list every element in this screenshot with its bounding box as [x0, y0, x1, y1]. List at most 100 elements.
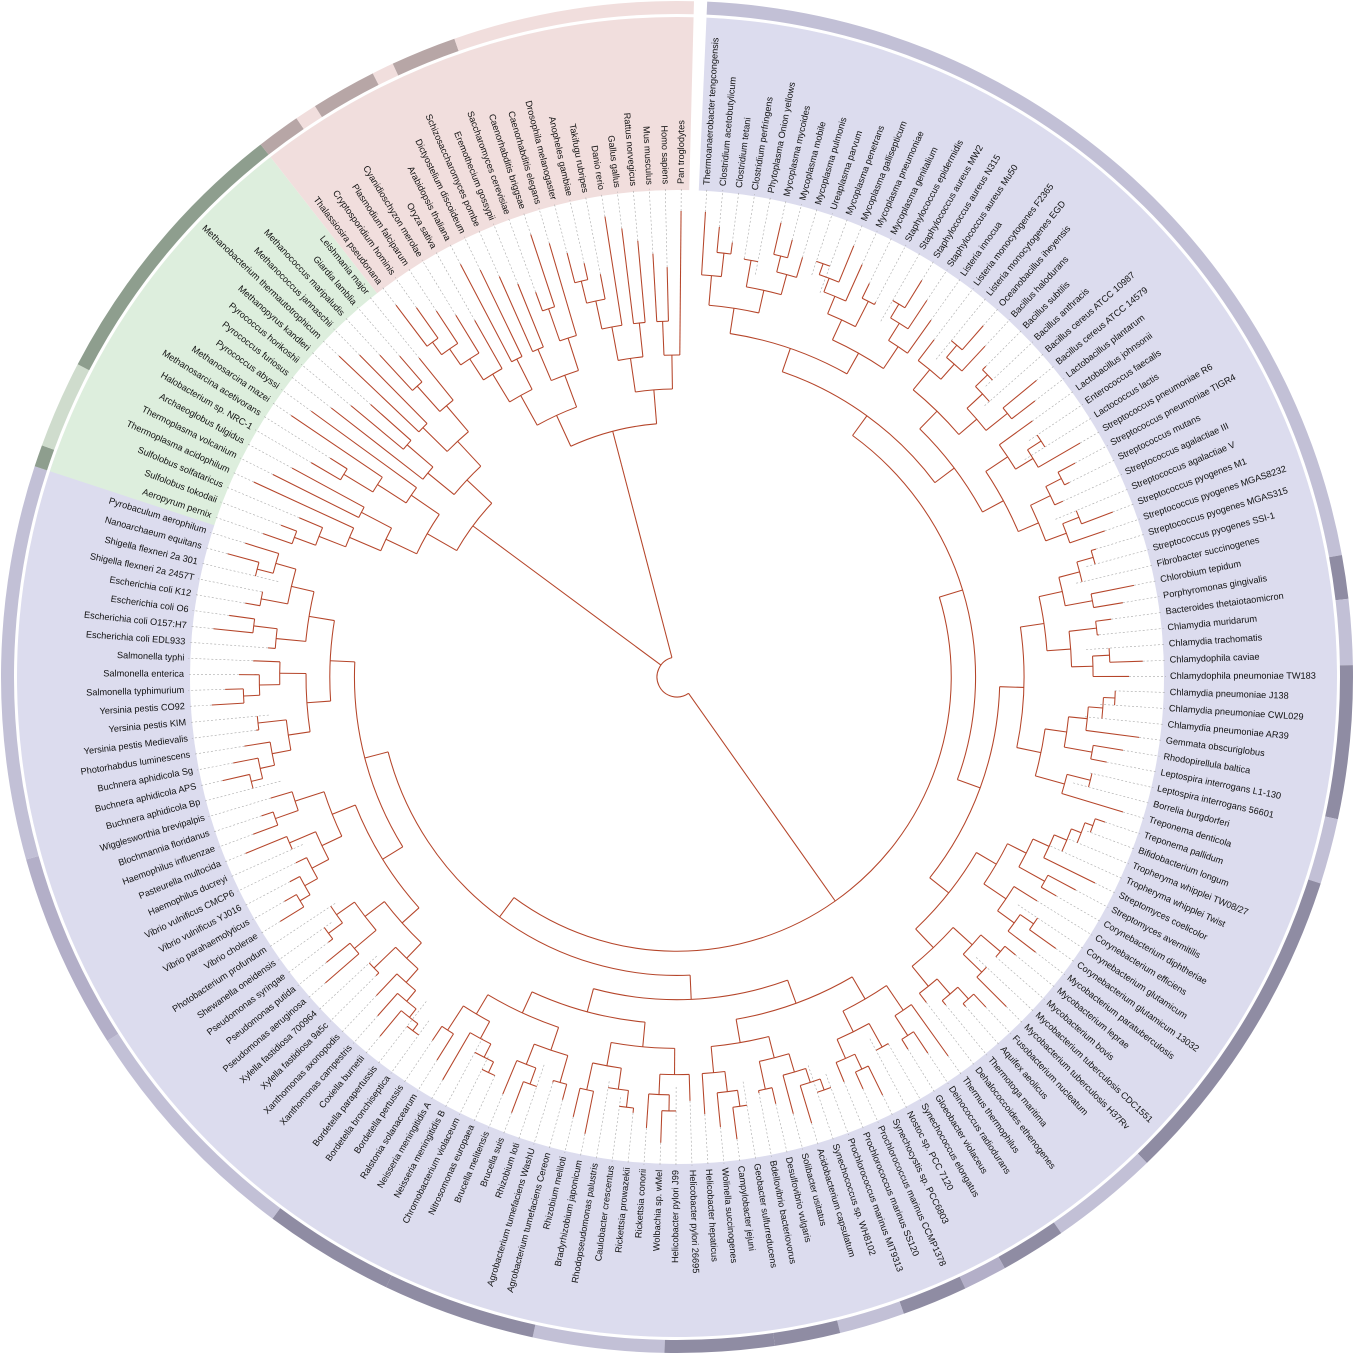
branch-edge: [331, 407, 424, 480]
leaf-label: Salmonella typhimurium: [86, 685, 185, 698]
branch-arc: [291, 530, 298, 544]
branch-edge: [406, 444, 434, 468]
branch-edge: [422, 427, 448, 452]
branch-edge: [918, 993, 927, 1003]
leader-line: [318, 955, 377, 1011]
leader-line: [758, 1092, 772, 1157]
branch-edge: [517, 283, 544, 348]
leader-line: [403, 1040, 433, 1083]
leader-line: [278, 922, 332, 961]
branch-arc: [509, 388, 533, 403]
branch-edge: [671, 355, 673, 390]
branch-arc: [592, 1062, 622, 1069]
leaf-label: Chlamydia pneumoniae J138: [1170, 687, 1289, 701]
branch-edge: [737, 1090, 741, 1107]
branch-arc: [608, 1087, 629, 1092]
leader-line: [975, 957, 1034, 1012]
branch-edge: [289, 831, 316, 844]
branch-edge: [275, 810, 299, 820]
branch-edge: [911, 965, 929, 987]
leaf-label: Homo sapiens: [659, 125, 670, 184]
branch-edge: [291, 467, 365, 508]
branch-edge: [446, 405, 469, 433]
branch-edge: [771, 1087, 777, 1104]
leader-line: [744, 194, 755, 259]
leader-line: [1015, 954, 1056, 988]
branch-edge: [1103, 696, 1115, 699]
branch-edge: [820, 880, 836, 902]
leader-lines: [188, 188, 1166, 1166]
branch-arc: [1002, 407, 1013, 420]
branch-edge: [999, 420, 1033, 446]
ring-segment: [392, 38, 459, 76]
branch-edge: [449, 348, 462, 366]
branch-edge: [479, 1021, 491, 1039]
leader-line: [1024, 417, 1092, 460]
leader-line: [213, 815, 262, 833]
branch-edge: [290, 415, 383, 478]
branch-edge: [432, 341, 443, 355]
branch-arc: [469, 1032, 492, 1045]
branch-edge: [730, 242, 733, 255]
branch-edge: [917, 339, 935, 361]
branch-arc: [998, 444, 1017, 470]
branch-edge: [1066, 773, 1091, 781]
ring-segment: [1335, 598, 1353, 666]
branch-arc: [439, 399, 454, 412]
branch-edge: [660, 1110, 663, 1143]
branch-edge: [325, 953, 360, 984]
leaf-label: Helicobacter pylori J99: [670, 1170, 680, 1263]
leader-line: [263, 415, 331, 459]
branch-edge: [831, 319, 843, 341]
branch-edge: [377, 484, 407, 504]
branch-edge: [689, 975, 692, 1000]
branch-edge: [275, 562, 297, 570]
leader-line: [444, 1037, 483, 1108]
branch-edge: [1071, 665, 1093, 668]
leader-line: [1036, 900, 1093, 936]
branch-arc: [315, 527, 324, 546]
branch-edge: [432, 1026, 443, 1041]
branch-edge: [492, 373, 511, 403]
leader-line: [985, 341, 1034, 387]
branch-edge: [919, 410, 938, 430]
leader-line: [933, 287, 974, 340]
leader-line: [408, 268, 437, 312]
branch-edge: [502, 1060, 518, 1095]
leaf-label: Salmonella enterica: [103, 668, 185, 678]
ring-segment: [296, 106, 322, 130]
branch-edge: [416, 307, 439, 339]
branch-edge: [958, 418, 978, 435]
branch-edge: [854, 301, 869, 327]
branch-arc: [601, 324, 623, 330]
branch-edge: [1045, 728, 1067, 733]
branch-edge: [1029, 929, 1057, 949]
branch-edge: [907, 300, 928, 330]
leaf-label: Helicobacter pylori 26695: [688, 1170, 701, 1274]
branch-edge: [474, 320, 503, 369]
branch-edge: [529, 1067, 537, 1085]
branch-edge: [1013, 886, 1038, 902]
branch-edge: [406, 990, 417, 1002]
leader-line: [732, 191, 740, 243]
leader-line: [869, 237, 892, 284]
branch-arc: [1108, 648, 1111, 663]
branch-edge: [272, 474, 359, 518]
branch-edge: [617, 1068, 622, 1090]
branch-edge: [359, 354, 428, 424]
branch-edge: [245, 836, 288, 854]
branch-edge: [637, 240, 646, 323]
branch-edge: [934, 467, 955, 484]
branch-edge: [272, 749, 291, 755]
leader-line: [1068, 838, 1129, 865]
branch-arc: [648, 1093, 670, 1096]
branch-arc: [736, 976, 853, 1020]
branch-edge: [845, 264, 863, 302]
branch-arc: [511, 356, 523, 363]
branch-edge: [455, 314, 480, 354]
branch-arc: [323, 791, 343, 837]
leader-line: [311, 351, 371, 405]
branch-edge: [768, 1036, 775, 1059]
branch-edge: [1085, 729, 1140, 738]
